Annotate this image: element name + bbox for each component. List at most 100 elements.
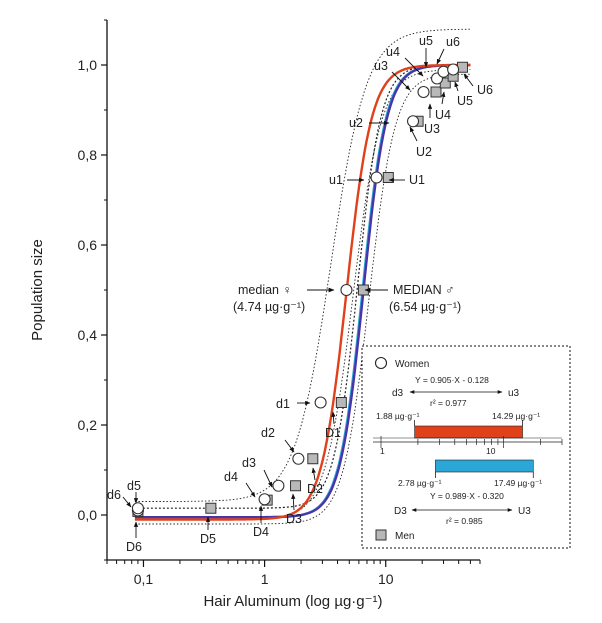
point-label: d1 xyxy=(276,397,290,411)
y-tick-label: 0,4 xyxy=(78,327,98,343)
women-point xyxy=(292,452,305,465)
women-left-label: d3 xyxy=(392,388,404,399)
inset-log-scale xyxy=(373,436,563,448)
x-ticks: 0,1 1 10 xyxy=(106,560,481,587)
point-label: u5 xyxy=(419,34,433,48)
inset-scale-label-10: 10 xyxy=(486,446,496,456)
point-label: U2 xyxy=(416,145,432,159)
y-tick-label: 0,8 xyxy=(78,147,98,163)
women-point xyxy=(447,63,460,76)
point-arrow xyxy=(441,91,446,105)
point-arrow xyxy=(291,493,296,511)
y-tick-label: 1,0 xyxy=(78,57,98,73)
legend-men-marker xyxy=(375,529,387,541)
men-low-value: 2.78 µg·g⁻¹ xyxy=(398,478,442,488)
point-label: D4 xyxy=(253,525,269,539)
point-label: d4 xyxy=(224,470,238,484)
point-label: u3 xyxy=(374,59,388,73)
men-point xyxy=(205,502,217,514)
point-label: D6 xyxy=(126,540,142,554)
men-band-upper xyxy=(134,64,471,509)
point-arrow xyxy=(391,71,411,91)
point-arrow xyxy=(463,73,474,87)
y-ticks: 0,0 0,2 0,4 0,6 0,8 1,0 xyxy=(78,19,107,561)
men-point xyxy=(382,172,394,183)
women-point xyxy=(272,479,285,492)
point-label: D2 xyxy=(307,482,323,496)
y-tick-label: 0,0 xyxy=(78,507,98,523)
women-point xyxy=(417,85,430,99)
point-arrow xyxy=(454,81,459,92)
y-tick-label: 0,2 xyxy=(78,417,98,433)
point-label: d3 xyxy=(242,456,256,470)
men-r2: r² = 0.985 xyxy=(446,516,483,526)
women-range-bar xyxy=(414,425,523,439)
median-women-label: median ♀ xyxy=(238,283,292,297)
y-tick-label: 0,6 xyxy=(78,237,98,253)
men-regression-eq: Y = 0.989·X - 0.320 xyxy=(430,491,504,501)
point-arrow xyxy=(263,469,273,488)
men-point xyxy=(335,397,347,408)
legend-women-marker xyxy=(374,356,388,370)
women-point xyxy=(370,171,383,184)
point-label: U4 xyxy=(435,108,451,122)
men-right-label: U3 xyxy=(518,506,531,517)
point-label: u6 xyxy=(446,35,460,49)
confidence-bands xyxy=(134,28,471,525)
women-band-lower xyxy=(134,69,471,520)
women-right-label: u3 xyxy=(508,388,520,399)
point-arrow xyxy=(436,48,445,65)
point-label: U3 xyxy=(424,122,440,136)
point-label: u2 xyxy=(349,116,363,130)
men-point xyxy=(307,453,319,465)
women-low-value: 1.88 µg·g⁻¹ xyxy=(376,411,420,421)
point-label: U5 xyxy=(457,94,473,108)
legend-men-label: Men xyxy=(395,531,414,542)
median-annotations: median ♀ (4.74 µg·g⁻¹) MEDIAN ♂ (6.54 µg… xyxy=(233,283,461,314)
point-label: D3 xyxy=(286,512,302,526)
y-axis-title: Population size xyxy=(29,239,46,341)
women-point xyxy=(314,396,327,409)
women-high-value: 14.29 µg·g⁻¹ xyxy=(492,411,540,421)
point-arrow xyxy=(311,467,316,481)
point-label: D5 xyxy=(200,532,216,546)
x-tick-label: 0,1 xyxy=(134,571,154,587)
women-point xyxy=(258,493,271,506)
women-point xyxy=(406,115,420,128)
inset-panel: Women Y = 0.905·X - 0.128 d3 u3 r² = 0.9… xyxy=(361,345,571,549)
legend-women-label: Women xyxy=(395,359,429,370)
women-point xyxy=(340,283,353,297)
point-label: U6 xyxy=(477,83,493,97)
point-arrow xyxy=(245,482,256,498)
point-label: U1 xyxy=(409,173,425,187)
men-fit-curve xyxy=(134,63,471,519)
men-point xyxy=(290,480,302,492)
inset-frame xyxy=(361,345,571,549)
point-arrow xyxy=(122,496,132,508)
men-high-value: 17.49 µg·g⁻¹ xyxy=(494,478,542,488)
women-point xyxy=(131,502,144,515)
men-range-bar xyxy=(435,459,534,473)
point-arrow xyxy=(409,126,418,142)
x-axis-title: Hair Aluminum (log µg·g⁻¹) xyxy=(203,593,382,610)
men-left-label: D3 xyxy=(394,506,407,517)
median-men-value: (6.54 µg·g⁻¹) xyxy=(389,300,461,314)
point-label: d2 xyxy=(261,426,275,440)
point-label: d6 xyxy=(107,488,121,502)
inset-scale-label-1: 1 xyxy=(380,446,385,456)
point-label: D1 xyxy=(325,426,341,440)
x-tick-label: 1 xyxy=(261,571,269,587)
point-arrow xyxy=(404,57,424,77)
point-arrow xyxy=(331,411,336,425)
x-tick-label: 10 xyxy=(378,571,394,587)
men-point xyxy=(430,86,442,98)
point-label: u1 xyxy=(329,173,343,187)
median-men-label: MEDIAN ♂ xyxy=(393,283,454,297)
data-points xyxy=(131,61,468,517)
median-women-value: (4.74 µg·g⁻¹) xyxy=(233,300,305,314)
point-arrow xyxy=(284,439,295,453)
women-regression-eq: Y = 0.905·X - 0.128 xyxy=(415,375,489,385)
women-r2: r² = 0.977 xyxy=(430,398,467,408)
